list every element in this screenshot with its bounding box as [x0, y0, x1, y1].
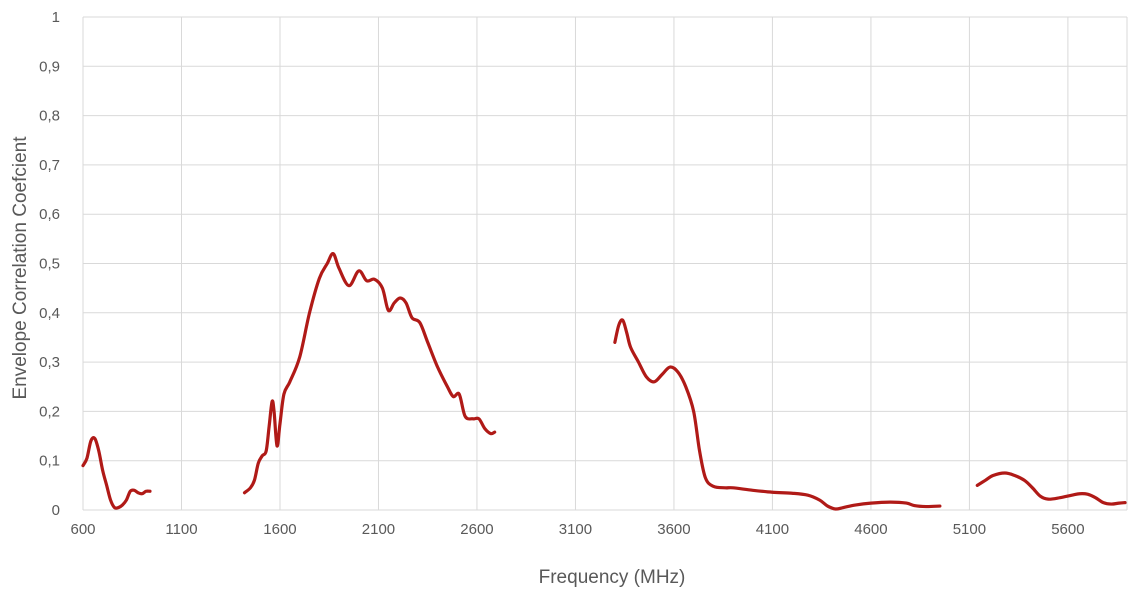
y-tick-label: 0,8: [39, 108, 60, 125]
x-tick-label: 3600: [657, 521, 690, 538]
y-tick-label: 0,3: [39, 354, 60, 371]
x-tick-label: 4100: [756, 521, 789, 538]
series-line-segment: [613, 318, 942, 511]
x-tick-label: 5600: [1051, 521, 1084, 538]
x-tick-label: 2600: [460, 521, 493, 538]
y-tick-label: 0,1: [39, 453, 60, 470]
y-tick-label: 0: [52, 502, 60, 519]
series-line-segment: [81, 436, 152, 510]
y-tick-label: 0,7: [39, 157, 60, 174]
x-axis-title: Frequency (MHz): [539, 567, 686, 588]
series-line-segment: [242, 252, 497, 495]
y-tick-label: 0,2: [39, 403, 60, 420]
y-axis-tick-labels: 0 0,1 0,2 0,3 0,4 0,5 0,6 0,7 0,8 0,9 1: [39, 9, 60, 519]
x-tick-label: 1600: [263, 521, 296, 538]
y-tick-label: 0,6: [39, 206, 60, 223]
y-tick-label: 0,4: [39, 305, 60, 322]
x-tick-label: 1100: [165, 521, 197, 538]
x-axis-tick-labels: 600 1100 1600 2100 2600 3100 3600 4100 4600 5100 5…: [70, 521, 1084, 538]
x-tick-label: 3100: [559, 521, 592, 538]
y-tick-label: 1: [52, 9, 60, 26]
series-line-segment: [975, 471, 1127, 506]
gridlines: [82, 16, 1128, 511]
x-tick-label: 600: [70, 521, 95, 538]
y-tick-label: 0,5: [39, 256, 60, 273]
series-lines: [81, 252, 1127, 511]
y-tick-label: 0,9: [39, 58, 60, 75]
x-tick-label: 5100: [953, 521, 986, 538]
x-tick-label: 2100: [362, 521, 395, 538]
x-tick-label: 4600: [854, 521, 887, 538]
y-axis-title: Envelope Correlation Coefcient: [10, 136, 31, 400]
